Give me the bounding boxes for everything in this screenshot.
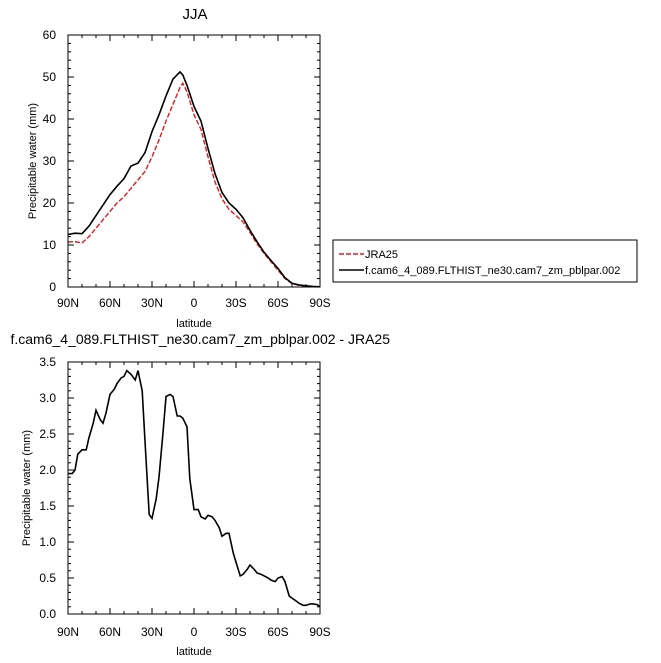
top-ytick-label-1: 10 (43, 238, 57, 252)
top-ytick-label-3: 30 (43, 154, 57, 168)
bottom-ytick-label-2: 1.0 (39, 535, 56, 549)
top-chart-ticks (67, 34, 321, 288)
bottom-ytick-label-0: 0.0 (39, 607, 56, 621)
bottom-xtick-label-6: 90S (309, 625, 330, 639)
bottom-xtick-label-1: 60N (99, 625, 121, 639)
top-ytick-label-6: 60 (43, 28, 57, 42)
top-x-axis-label: latitude (176, 318, 211, 330)
top-chart: JJA 90N 60N 30N 0 30S 60S 90S 0 10 20 30… (27, 6, 331, 330)
bottom-series-line-difference (68, 369, 321, 608)
bottom-xtick-label-5: 60S (267, 625, 288, 639)
top-gridless-plot-area (67, 70, 321, 288)
top-xtick-label-4: 30S (225, 296, 246, 310)
bottom-y-axis-label: Precipitable water (mm) (21, 430, 33, 546)
bottom-ytick-label-4: 2.0 (39, 463, 56, 477)
bottom-xtick-label-0: 90N (57, 625, 79, 639)
legend-label-cam: f.cam6_4_089.FLTHIST_ne30.cam7_zm_pblpar… (365, 265, 620, 277)
bottom-chart: f.cam6_4_089.FLTHIST_ne30.cam7_zm_pblpar… (10, 331, 390, 658)
top-ytick-label-0: 0 (49, 280, 56, 294)
bottom-xtick-label-4: 30S (225, 625, 246, 639)
top-xtick-label-0: 90N (57, 296, 79, 310)
bottom-x-axis-label: latitude (176, 646, 211, 658)
top-chart-title: JJA (182, 6, 207, 23)
legend-label-jra25: JRA25 (365, 249, 398, 261)
bottom-ytick-label-5: 2.5 (39, 427, 56, 441)
legend: JRA25 f.cam6_4_089.FLTHIST_ne30.cam7_zm_… (332, 239, 638, 283)
bottom-xtick-label-2: 30N (141, 625, 163, 639)
top-xtick-label-1: 60N (99, 296, 121, 310)
top-y-axis-label: Precipitable water (mm) (27, 103, 39, 219)
legend-box (332, 239, 638, 283)
top-ytick-label-5: 50 (43, 70, 57, 84)
top-ytick-label-2: 20 (43, 196, 57, 210)
top-xtick-label-3: 0 (191, 296, 198, 310)
bottom-xtick-label-3: 0 (191, 625, 198, 639)
bottom-ytick-label-3: 1.5 (39, 499, 56, 513)
top-ytick-label-4: 40 (43, 112, 57, 126)
bottom-ytick-label-1: 0.5 (39, 571, 56, 585)
bottom-ytick-label-6: 3.0 (39, 391, 56, 405)
bottom-plot-frame (67, 361, 321, 615)
bottom-ytick-label-7: 3.5 (39, 355, 56, 369)
top-series-line-cam (67, 70, 321, 288)
top-xtick-label-5: 60S (267, 296, 288, 310)
top-plot-frame (67, 34, 321, 288)
top-series-line-jra25 (67, 81, 321, 288)
top-xtick-label-2: 30N (141, 296, 163, 310)
bottom-chart-title: f.cam6_4_089.FLTHIST_ne30.cam7_zm_pblpar… (10, 331, 390, 347)
top-xtick-label-6: 90S (309, 296, 330, 310)
